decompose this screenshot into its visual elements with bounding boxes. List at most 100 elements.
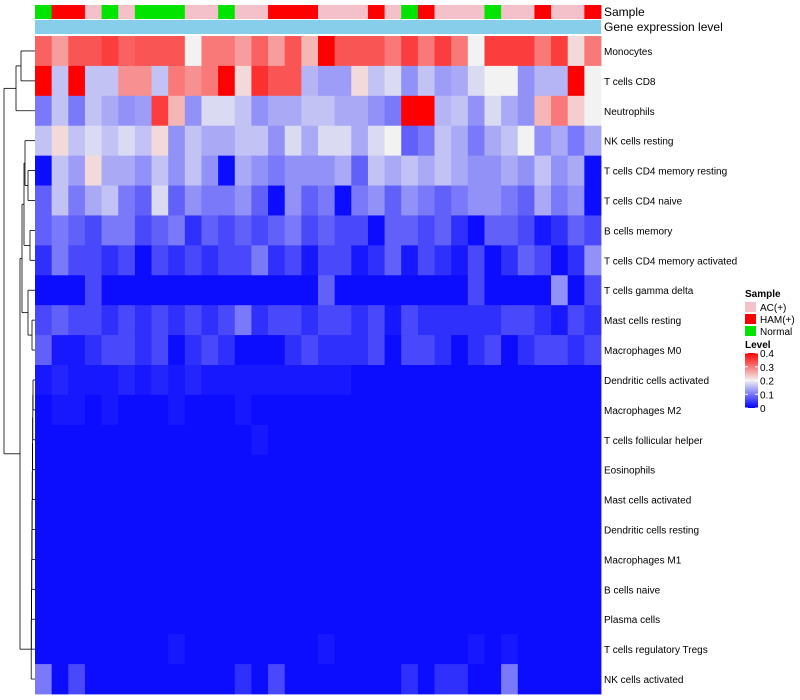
heatmap-cell [334, 574, 352, 605]
heatmap-cell [118, 305, 136, 336]
heatmap-cell [384, 335, 402, 366]
heatmap-cell [35, 275, 53, 306]
heatmap-cell [84, 305, 102, 336]
heatmap-cell [218, 454, 236, 486]
heatmap-cell [434, 544, 452, 575]
heatmap-cell [551, 574, 569, 605]
heatmap-cell [251, 95, 269, 127]
heatmap-cell [118, 36, 136, 67]
heatmap-cell [334, 36, 352, 67]
heatmap-cell [401, 335, 419, 366]
heatmap-cell [434, 275, 452, 306]
heatmap-cell [218, 215, 236, 246]
heatmap-cell [184, 365, 202, 396]
heatmap-cell [35, 215, 53, 246]
heatmap-cell [584, 424, 602, 456]
sample-annotation-cell [384, 5, 402, 19]
legend-sample-label: HAM(+) [760, 315, 795, 326]
row-label: NK cells resting [604, 137, 673, 148]
heatmap-cell [517, 275, 535, 306]
heatmap-cell [401, 514, 419, 545]
legend-level-label: 0.4 [760, 349, 774, 360]
heatmap-cell [334, 155, 352, 186]
heatmap-cell [451, 125, 469, 157]
heatmap-cell [51, 155, 69, 186]
heatmap-cell [301, 454, 319, 486]
heatmap-cell [401, 245, 419, 276]
heatmap-cell [584, 634, 602, 665]
heatmap-cell [168, 394, 186, 426]
heatmap-cell [534, 664, 552, 695]
heatmap-cell [234, 275, 252, 306]
heatmap-cell [35, 155, 53, 186]
row-label: Eosinophils [604, 466, 655, 477]
heatmap-cell [151, 365, 169, 396]
row-dendrogram [3, 50, 35, 680]
heatmap-cell [551, 394, 569, 426]
heatmap-cell [367, 335, 385, 366]
heatmap-cell [251, 664, 269, 695]
heatmap-cell [334, 634, 352, 665]
sample-annotation-cell [168, 5, 186, 19]
heatmap-cell [168, 544, 186, 575]
heatmap-cell [301, 484, 319, 515]
heatmap-cell [218, 185, 236, 216]
heatmap-cell [434, 454, 452, 486]
heatmap-cell [51, 664, 69, 695]
legend-level-title: Level [745, 340, 771, 351]
heatmap-cell [234, 95, 252, 127]
heatmap-cell [201, 394, 219, 426]
heatmap-cell [284, 365, 302, 396]
heatmap-cell [451, 574, 469, 605]
heatmap-cell [84, 604, 102, 635]
heatmap-cell [367, 125, 385, 157]
heatmap-cell [367, 36, 385, 67]
heatmap-cell [551, 215, 569, 246]
heatmap-cell [84, 634, 102, 665]
heatmap-cell [334, 335, 352, 366]
heatmap-cell [118, 245, 136, 276]
heatmap-cell [68, 664, 86, 695]
heatmap-cell [534, 305, 552, 336]
heatmap-cell [35, 365, 53, 396]
heatmap-cell [68, 335, 86, 366]
heatmap-cell [268, 365, 286, 396]
heatmap-cell [268, 604, 286, 635]
heatmap-cell [218, 634, 236, 665]
heatmap-cell [251, 604, 269, 635]
heatmap-cell [351, 245, 369, 276]
heatmap-cell [168, 155, 186, 186]
heatmap-cell [184, 245, 202, 276]
heatmap-cell [467, 125, 485, 157]
heatmap-cell [334, 65, 352, 97]
heatmap-cell [134, 65, 152, 97]
heatmap-cell [434, 185, 452, 216]
heatmap-cell [384, 275, 402, 306]
heatmap-cell [234, 305, 252, 336]
sample-annotation-cell [467, 5, 485, 19]
heatmap-cell [301, 185, 319, 216]
heatmap-cell [318, 394, 336, 426]
heatmap-cell [68, 36, 86, 67]
heatmap-cell [567, 604, 585, 635]
heatmap-cell [284, 155, 302, 186]
heatmap-cell [451, 275, 469, 306]
heatmap-cell [318, 335, 336, 366]
heatmap-cell [201, 215, 219, 246]
heatmap-cell [434, 484, 452, 515]
heatmap-cell [517, 185, 535, 216]
heatmap-cell [101, 95, 119, 127]
heatmap-cell [251, 454, 269, 486]
heatmap-cell [101, 484, 119, 515]
heatmap-cell [68, 634, 86, 665]
heatmap-cell [51, 365, 69, 396]
heatmap-cell [434, 36, 452, 67]
heatmap-cell [484, 574, 502, 605]
heatmap-cell [251, 305, 269, 336]
heatmap-cell [501, 574, 519, 605]
heatmap-cell [584, 484, 602, 515]
heatmap-cell [551, 275, 569, 306]
heatmap-cell [484, 335, 502, 366]
heatmap-cell [318, 484, 336, 515]
heatmap-cell [318, 634, 336, 665]
